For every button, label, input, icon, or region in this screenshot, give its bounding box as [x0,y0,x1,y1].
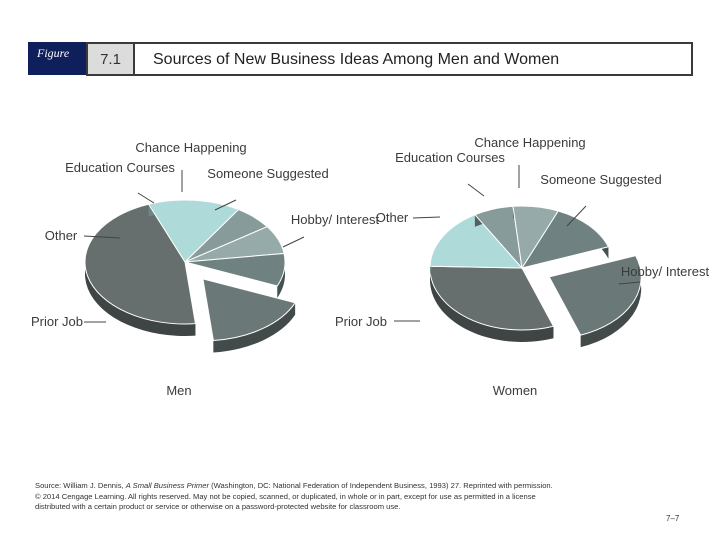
women-chart-title: Women [493,383,538,398]
source-suffix: (Washington, DC: National Federation of … [209,481,553,490]
men-leader-hobby [282,236,305,248]
women-leader-someone [566,205,587,227]
men-leader-other [83,235,121,239]
women-leader-education [467,183,485,197]
men-slice-prior-job [84,203,197,325]
men-labels: Chance Happening Education Courses Someo… [31,140,379,398]
figure-title: Sources of New Business Ideas Among Men … [153,51,560,68]
men-label-hobby: Hobby/ Interest [291,212,380,227]
men-label-other: Other [45,228,78,243]
men-pie-chart [84,199,296,353]
men-slice-hobby-interest [202,278,296,342]
figure-number: 7.1 [88,44,135,74]
source-book-title: A Small Business Primer [125,481,210,490]
copyright-notice: © 2014 Cengage Learning. All rights rese… [35,491,536,512]
men-label-education: Education Courses [65,160,175,175]
women-label-hobby: Hobby/ Interest [621,264,710,279]
women-label-someone: Someone Suggested [540,172,661,187]
women-leader-hobby [618,281,641,285]
women-label-priorjob: Prior Job [335,314,387,329]
women-label-other: Other [376,210,409,225]
source-citation: Source: William J. Dennis, A Small Busin… [35,481,555,492]
source-prefix: Source: William J. Dennis, [35,481,126,490]
women-pie-chart [429,205,642,348]
women-label-chance: Chance Happening [474,135,585,150]
men-slice-side-hobby-interest [213,302,296,353]
women-slice-side-prior-job [429,266,554,342]
men-leader-someone [214,199,237,211]
women-labels: Chance Happening Education Courses Someo… [335,135,709,398]
page-number: 7–7 [666,514,680,523]
men-label-priorjob: Prior Job [31,314,83,329]
men-chart-title: Men [166,383,191,398]
women-slice-hobby-interest [548,255,642,336]
figure-tag: Figure [28,42,86,75]
women-slice-other [429,214,524,269]
men-leader-education [137,192,155,204]
source-note: Source: William J. Dennis, A Small Busin… [35,481,555,513]
women-slice-someone-suggested [520,210,610,269]
men-slice-someone-suggested [184,252,286,287]
women-leader-other [412,216,441,219]
women-label-education: Education Courses [395,150,505,165]
women-slice-side-hobby-interest [580,255,642,348]
men-label-someone: Someone Suggested [207,166,328,181]
women-slice-prior-job [429,265,555,331]
figure-header: 7.1 Sources of New Business Ideas Among … [86,42,693,76]
men-slice-side-someone-suggested [277,253,285,298]
men-label-chance: Chance Happening [135,140,246,155]
